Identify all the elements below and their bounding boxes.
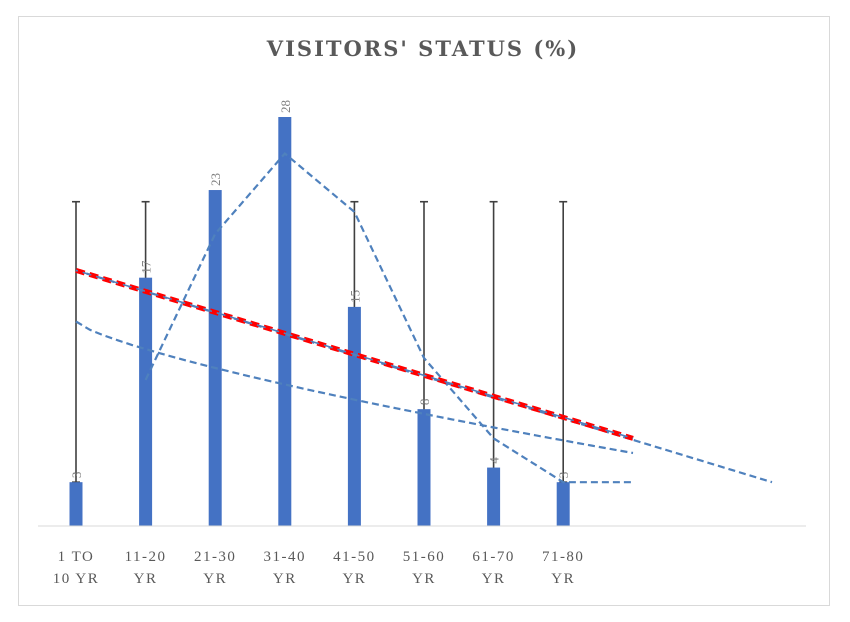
log-trendline [75,320,634,455]
bar [347,306,361,526]
bar [139,277,153,526]
data-label: 3 [556,472,571,479]
bar [208,190,222,527]
data-label: 28 [278,100,293,113]
x-tick-label: YR [203,571,227,587]
x-tick-label: 71-80 [542,549,585,565]
x-tick-label: YR [412,571,436,587]
bar [69,482,83,526]
x-tick-label: 10 YR [53,571,100,587]
x-tick-label: 61-70 [472,549,515,565]
bar [556,482,570,526]
bar [278,117,292,526]
x-tick-label: 51-60 [403,549,446,565]
data-label: 4 [487,457,502,464]
x-tick-label: 11-20 [125,549,167,565]
chart-title: VISITORS' STATUS (%) [266,36,579,61]
x-tick-label: 21-30 [194,549,237,565]
x-tick-label: YR [482,571,506,587]
bar [487,467,501,526]
moving-average-line [144,151,633,484]
x-tick-label: YR [342,571,366,587]
x-tick-label: 1 TO [58,549,95,565]
x-tick-label: YR [134,571,158,587]
x-tick-label: YR [551,571,575,587]
bar [417,409,431,526]
x-tick-label: YR [273,571,297,587]
linear-trendline-overlay [75,269,634,440]
trendlines-group [75,151,773,484]
data-label: 15 [347,290,362,303]
x-tick-label: 31-40 [264,549,307,565]
x-tick-label: 41-50 [333,549,376,565]
data-label: 23 [208,173,223,186]
data-labels-group: 3 17 23 28 15 8 4 3 [69,100,571,478]
data-label: 8 [417,399,432,406]
x-tick-labels-group: 1 TO 10 YR 11-20 YR 21-30 YR 31-40 YR 41-50 YR 51-… [53,549,585,587]
data-label: 17 [139,260,154,274]
data-label: 3 [69,472,84,479]
bars-group [69,117,570,527]
